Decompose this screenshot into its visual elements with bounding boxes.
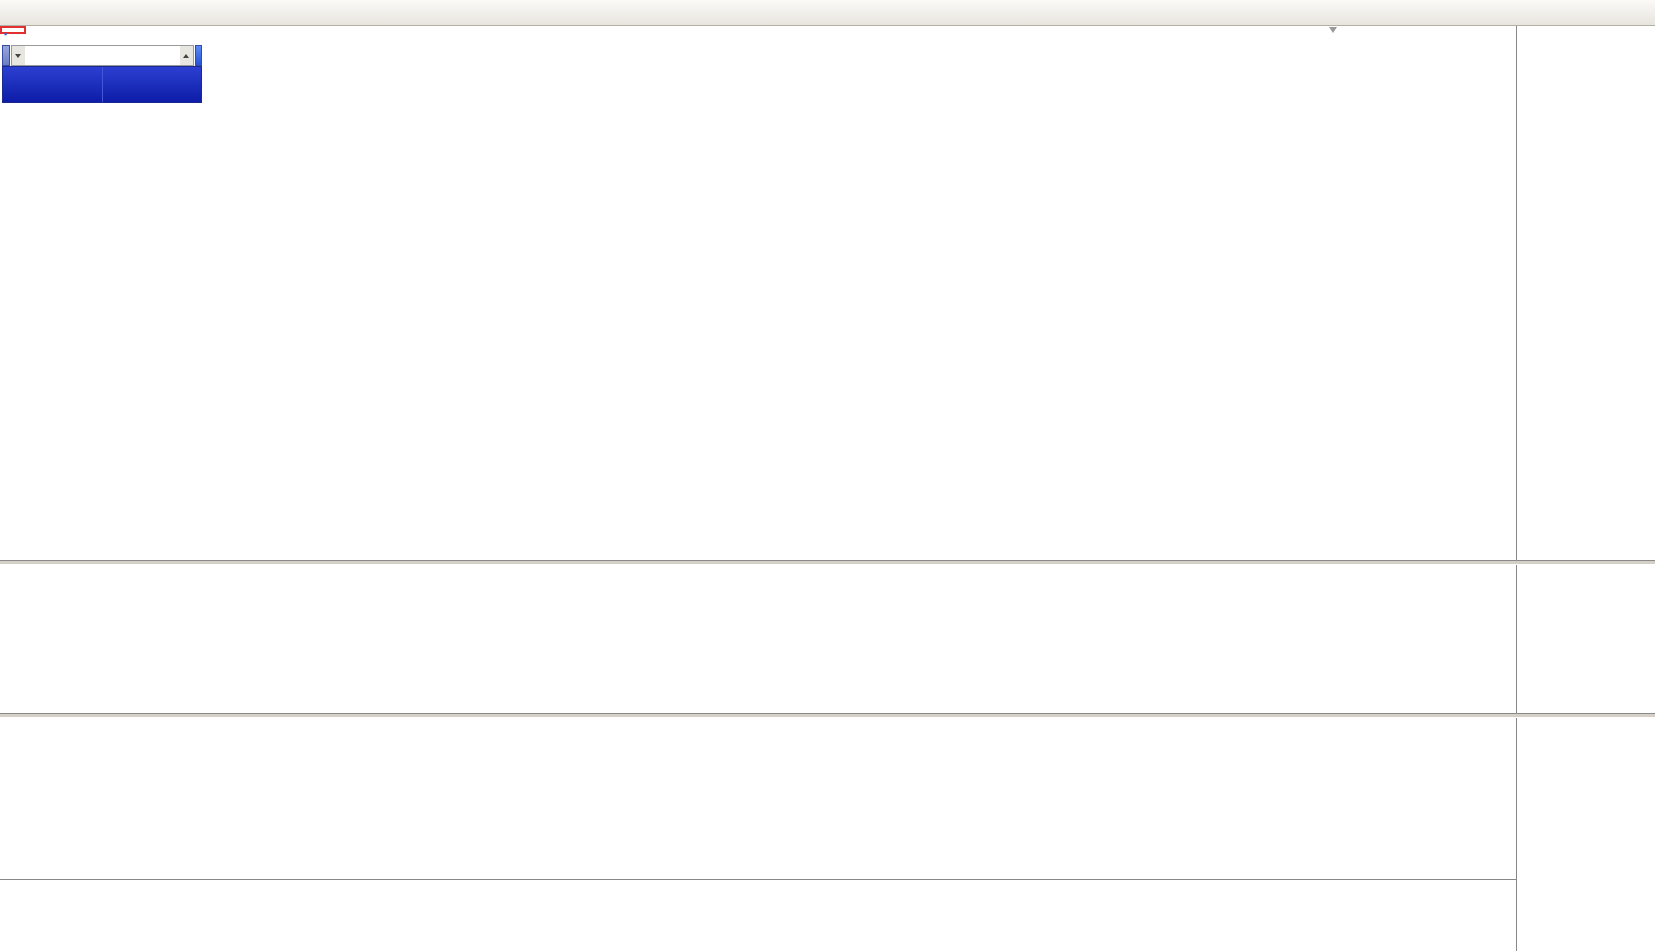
macd-chart xyxy=(0,563,1516,713)
volume-increase-button[interactable] xyxy=(179,46,193,65)
buy-price[interactable] xyxy=(103,67,202,102)
bid-ask-display xyxy=(2,66,202,103)
main-chart-pane[interactable]: ▪ xyxy=(0,26,1516,560)
sell-button[interactable] xyxy=(2,45,10,66)
chart-symbol-icon: ▪ xyxy=(4,29,8,39)
pane-divider[interactable] xyxy=(0,713,1655,718)
pane-divider[interactable] xyxy=(0,560,1655,565)
time-axis[interactable] xyxy=(0,879,1516,952)
chart-shift-marker[interactable] xyxy=(1329,27,1337,33)
chart-workspace: ▪ xyxy=(0,26,1655,952)
volume-control xyxy=(10,45,194,66)
candlestick-chart[interactable] xyxy=(0,26,1516,560)
buy-button[interactable] xyxy=(194,45,202,66)
sell-price[interactable] xyxy=(3,67,103,102)
price-axis[interactable] xyxy=(1516,26,1655,951)
volume-input[interactable] xyxy=(24,46,180,65)
rsi-chart xyxy=(0,716,1516,879)
toolbar xyxy=(0,0,1655,26)
chart-title: ▪ xyxy=(4,29,11,39)
price-level-label[interactable] xyxy=(0,26,26,34)
volume-decrease-button[interactable] xyxy=(11,46,25,65)
rsi-pane[interactable] xyxy=(0,716,1516,879)
one-click-trade-panel xyxy=(2,45,202,103)
down-arrow-icon xyxy=(15,53,21,58)
macd-pane[interactable] xyxy=(0,563,1516,713)
up-arrow-icon xyxy=(183,53,189,58)
